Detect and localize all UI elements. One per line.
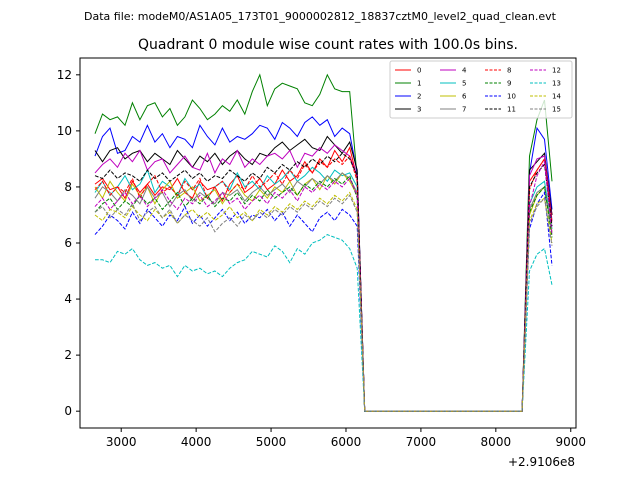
y-tick-label: 2 <box>64 348 72 362</box>
legend-label-7: 7 <box>462 106 466 114</box>
series-line-13 <box>95 234 553 412</box>
series-line-10 <box>94 191 553 412</box>
series-line-3 <box>94 135 553 412</box>
legend-label-2: 2 <box>417 93 421 101</box>
y-tick-label: 4 <box>64 292 72 306</box>
legend-label-15: 15 <box>552 106 561 114</box>
y-tick-label: 6 <box>64 236 72 250</box>
plot-series <box>94 73 553 412</box>
legend-label-3: 3 <box>417 106 421 114</box>
legend-label-10: 10 <box>507 93 516 101</box>
y-tick-label: 12 <box>57 68 72 82</box>
suptitle: Data file: modeM0/AS1A05_173T01_90000028… <box>84 10 557 23</box>
x-tick-label: 9000 <box>555 435 586 449</box>
legend-label-13: 13 <box>552 80 561 88</box>
y-tick-label: 10 <box>57 124 72 138</box>
series-line-6 <box>94 172 553 412</box>
y-tick-label: 8 <box>64 180 72 194</box>
chart-title: Quadrant 0 module wise count rates with … <box>138 37 518 53</box>
series-line-1 <box>94 73 553 412</box>
y-tick-label: 0 <box>64 404 72 418</box>
y-axis: 0 2 4 6 8 10 12 <box>57 68 80 418</box>
legend-label-5: 5 <box>462 80 466 88</box>
legend-label-4: 4 <box>462 67 467 75</box>
legend-label-11: 11 <box>507 106 516 114</box>
legend-label-9: 9 <box>507 80 511 88</box>
legend-label-1: 1 <box>417 80 421 88</box>
legend-label-8: 8 <box>507 67 511 75</box>
x-tick-label: 8000 <box>481 435 512 449</box>
x-tick-label: 6000 <box>331 435 362 449</box>
series-line-14 <box>94 191 553 412</box>
x-tick-label: 3000 <box>106 435 137 449</box>
legend-box <box>389 60 573 119</box>
legend-label-14: 14 <box>552 93 561 101</box>
x-tick-label: 4000 <box>181 435 212 449</box>
x-axis: 3000 4000 5000 6000 7000 8000 9000 <box>106 428 586 449</box>
series-line-11 <box>94 152 553 412</box>
legend-label-12: 12 <box>552 67 561 75</box>
x-offset-label: +2.9106e8 <box>508 455 575 469</box>
legend-label-6: 6 <box>462 93 467 101</box>
series-line-2 <box>94 116 553 412</box>
x-tick-label: 5000 <box>256 435 287 449</box>
series-line-8 <box>94 155 553 412</box>
legend-label-0: 0 <box>417 67 421 75</box>
series-line-9 <box>94 174 553 412</box>
series-line-5 <box>94 166 553 412</box>
x-tick-label: 7000 <box>406 435 437 449</box>
series-line-12 <box>94 160 553 412</box>
